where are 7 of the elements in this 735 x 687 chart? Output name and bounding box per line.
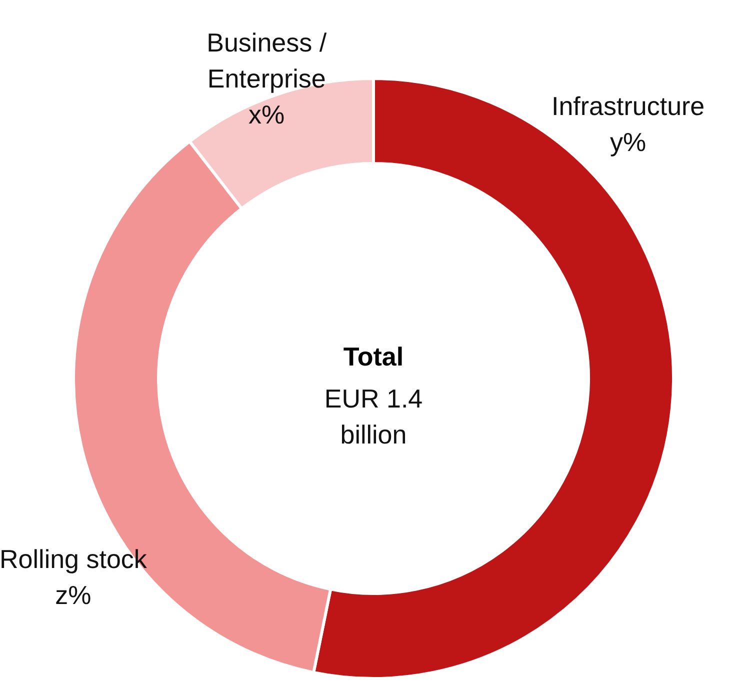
slice-label: Infrastructure bbox=[551, 90, 705, 121]
data-label: x% bbox=[248, 99, 285, 130]
text: EUR 1.4 billion bbox=[324, 384, 423, 450]
data-label: z% bbox=[55, 580, 92, 610]
data-label: y% bbox=[610, 126, 646, 157]
slice-label: Rolling stock bbox=[0, 544, 148, 574]
text: Total bbox=[343, 342, 404, 372]
